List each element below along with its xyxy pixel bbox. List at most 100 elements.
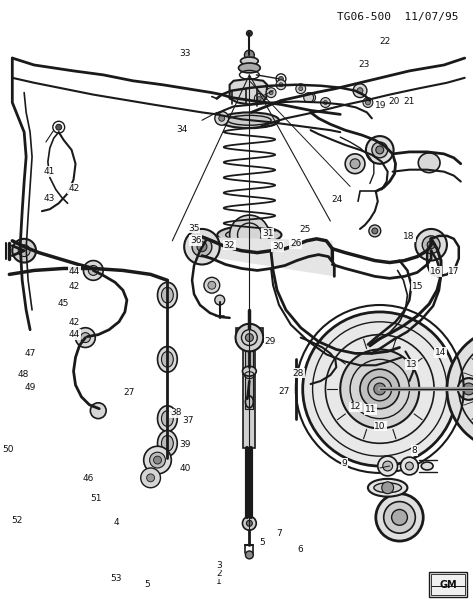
Text: 3: 3 — [216, 560, 222, 569]
Circle shape — [365, 100, 370, 105]
Circle shape — [340, 349, 419, 428]
Text: 51: 51 — [90, 494, 102, 503]
Text: 27: 27 — [123, 388, 135, 397]
Circle shape — [309, 95, 312, 100]
Ellipse shape — [162, 411, 173, 426]
Circle shape — [266, 88, 276, 98]
Circle shape — [360, 369, 400, 409]
Circle shape — [192, 237, 212, 257]
Text: 28: 28 — [293, 368, 304, 378]
Text: 33: 33 — [180, 49, 191, 57]
Circle shape — [402, 340, 412, 351]
Circle shape — [56, 124, 62, 130]
Circle shape — [392, 510, 408, 525]
Ellipse shape — [374, 483, 401, 492]
Text: 39: 39 — [179, 440, 191, 449]
Text: 40: 40 — [179, 464, 191, 473]
Circle shape — [353, 84, 367, 98]
Circle shape — [257, 97, 261, 101]
Polygon shape — [229, 79, 267, 104]
Circle shape — [243, 516, 256, 530]
Text: 4: 4 — [113, 518, 119, 527]
Circle shape — [208, 281, 216, 289]
Circle shape — [465, 398, 473, 406]
Text: 6: 6 — [297, 545, 303, 554]
Text: 42: 42 — [68, 282, 79, 291]
Text: 53: 53 — [110, 574, 121, 583]
Circle shape — [422, 236, 440, 254]
Text: TG06-500  11/07/95: TG06-500 11/07/95 — [337, 12, 459, 21]
Ellipse shape — [463, 359, 474, 419]
Ellipse shape — [240, 57, 258, 65]
Circle shape — [323, 101, 328, 104]
Bar — [431, 574, 465, 585]
Text: 42: 42 — [68, 318, 79, 327]
Text: 20: 20 — [388, 97, 400, 106]
Circle shape — [91, 403, 106, 419]
Ellipse shape — [217, 226, 282, 244]
Circle shape — [246, 521, 252, 526]
Circle shape — [350, 159, 360, 169]
Text: 2: 2 — [216, 569, 222, 578]
Text: 21: 21 — [403, 97, 415, 106]
Circle shape — [296, 84, 306, 93]
Circle shape — [150, 452, 165, 468]
Circle shape — [255, 93, 264, 103]
Text: 14: 14 — [435, 348, 447, 357]
Circle shape — [366, 136, 393, 164]
Text: 15: 15 — [412, 282, 423, 291]
Text: 42: 42 — [68, 184, 79, 193]
Text: 36: 36 — [190, 236, 201, 245]
Circle shape — [384, 502, 415, 533]
Ellipse shape — [220, 112, 279, 128]
Circle shape — [382, 482, 393, 494]
Text: 11: 11 — [365, 405, 376, 414]
Circle shape — [299, 87, 303, 90]
Text: 18: 18 — [403, 232, 415, 241]
Text: 43: 43 — [44, 194, 55, 203]
Circle shape — [405, 462, 413, 470]
Text: 7: 7 — [276, 529, 282, 538]
Ellipse shape — [368, 479, 408, 497]
Text: 47: 47 — [25, 349, 36, 358]
Circle shape — [154, 456, 162, 464]
Circle shape — [357, 88, 363, 93]
Ellipse shape — [157, 406, 177, 431]
Circle shape — [447, 327, 474, 450]
Ellipse shape — [157, 346, 177, 372]
Circle shape — [303, 312, 457, 466]
Circle shape — [279, 82, 283, 87]
Text: 34: 34 — [177, 125, 188, 134]
Text: 50: 50 — [2, 445, 14, 453]
Circle shape — [215, 111, 228, 125]
Circle shape — [88, 266, 98, 276]
Text: 29: 29 — [264, 337, 276, 346]
Circle shape — [363, 98, 373, 108]
Circle shape — [401, 457, 418, 475]
Text: 25: 25 — [300, 225, 311, 234]
Text: 48: 48 — [18, 370, 29, 379]
Text: 38: 38 — [170, 408, 182, 417]
Ellipse shape — [162, 436, 173, 451]
Text: 35: 35 — [188, 224, 200, 233]
Circle shape — [184, 229, 220, 265]
Circle shape — [12, 239, 36, 263]
Text: 44: 44 — [69, 330, 80, 339]
Text: 31: 31 — [262, 229, 273, 238]
Circle shape — [369, 225, 381, 237]
Text: 17: 17 — [448, 267, 460, 276]
Circle shape — [146, 474, 155, 482]
Ellipse shape — [243, 366, 256, 376]
Circle shape — [245, 50, 255, 60]
Text: 24: 24 — [331, 196, 342, 205]
Text: 52: 52 — [11, 516, 22, 525]
Circle shape — [219, 115, 225, 121]
Circle shape — [83, 260, 103, 280]
Circle shape — [279, 76, 283, 81]
Text: 27: 27 — [278, 387, 290, 396]
Polygon shape — [202, 237, 334, 276]
Text: 1: 1 — [216, 577, 222, 587]
Text: 32: 32 — [224, 241, 235, 250]
Text: 37: 37 — [182, 415, 194, 425]
Circle shape — [75, 327, 95, 348]
